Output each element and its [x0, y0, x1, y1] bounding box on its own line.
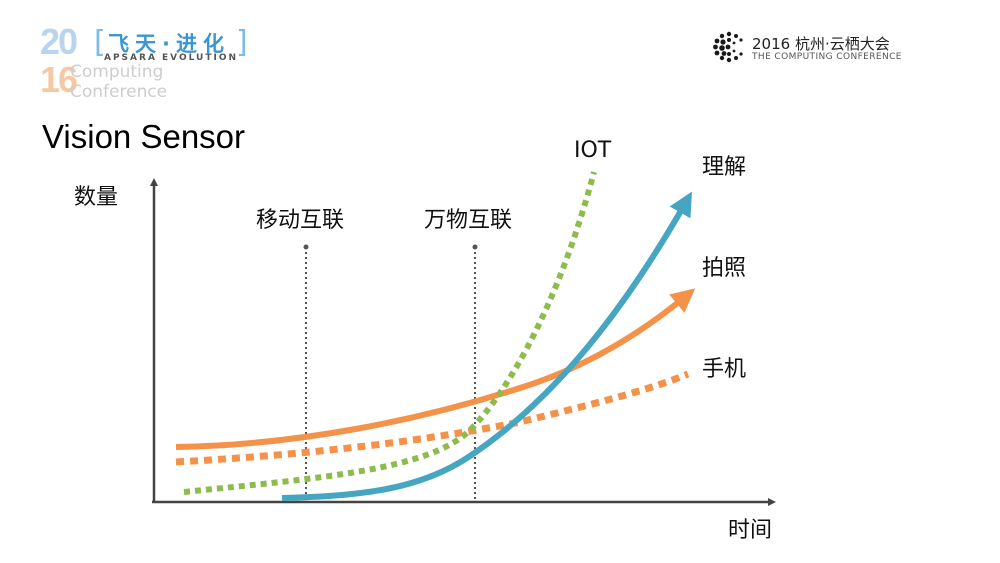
- slide-title: Vision Sensor: [42, 118, 246, 155]
- series-label-understanding: 理解: [702, 155, 746, 180]
- conference-logo: 2016 杭州·云栖大会 THE COMPUTING CONFERENCE: [712, 30, 972, 66]
- marker-dot-mobile-internet: [303, 244, 309, 250]
- event-logo-subtitle-line1: Computing: [70, 62, 164, 82]
- event-logo-year-top: 20: [40, 21, 78, 62]
- event-logo: 20 16 Computing Conference [ 飞天·进化 APSAR…: [40, 24, 260, 104]
- series-photo-line: [175, 288, 696, 450]
- series-label-photo: 拍照: [702, 256, 746, 281]
- conference-logo-title: 2016 杭州·云栖大会: [752, 35, 890, 53]
- event-logo-theme: 飞天·进化: [108, 32, 230, 56]
- marker-label-iot-era: 万物互联: [424, 208, 512, 233]
- x-axis-label: 时间: [728, 518, 772, 543]
- series-understanding-line: [281, 191, 692, 501]
- event-logo-bracket-left: [: [94, 25, 106, 60]
- series-phone-line: [175, 370, 690, 466]
- y-axis-label: 数量: [74, 185, 118, 210]
- event-logo-year-bottom: 16: [40, 59, 78, 100]
- dotted-c-icon: [713, 31, 743, 63]
- event-logo-subtitle-line2: Conference: [70, 82, 168, 102]
- conference-logo-subtitle: THE COMPUTING CONFERENCE: [752, 52, 902, 62]
- series-label-iot: IOT: [574, 138, 612, 163]
- series-label-phone: 手机: [702, 357, 746, 382]
- marker-dot-iot-era: [472, 244, 478, 250]
- marker-label-mobile-internet: 移动互联: [256, 208, 344, 233]
- event-logo-bracket-right: ]: [236, 25, 248, 60]
- event-logo-theme-en: APSARA EVOLUTION: [104, 53, 239, 63]
